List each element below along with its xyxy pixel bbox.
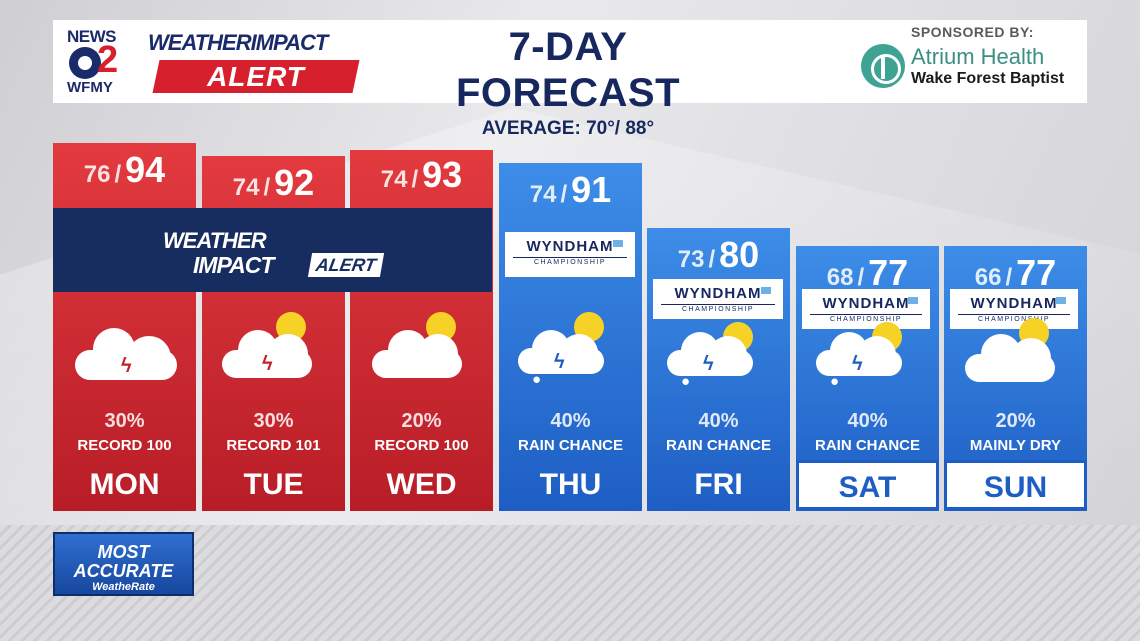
day-name: SUN — [944, 460, 1087, 510]
precip-chance: 40% — [847, 410, 888, 432]
day-name: WED — [386, 468, 457, 501]
partly-sunny-rain-storm-icon: ● ϟ — [816, 322, 916, 392]
temps-thu: 74/91 — [529, 169, 612, 210]
temps-fri: 73/80 — [677, 234, 760, 275]
cbs-eye-icon — [69, 47, 101, 79]
badge-line3: WeatheRate — [92, 581, 155, 593]
precip-chance: 20% — [401, 410, 442, 432]
wyndham-logo-thu: WYNDHAM CHAMPIONSHIP — [505, 232, 635, 277]
page-title: 7-DAY FORECAST — [456, 25, 680, 115]
partly-cloudy-icon — [372, 312, 472, 382]
sponsor-name: Atrium Health — [911, 44, 1045, 69]
station-number: 2 — [97, 39, 119, 81]
day-name: TUE — [243, 468, 304, 501]
precip-chance: 40% — [550, 410, 591, 432]
temps-wed: 74/93 — [380, 154, 463, 195]
day-note: RECORD 100 — [374, 437, 469, 454]
news2-logo: NEWS 2 WFMY — [67, 27, 129, 97]
atrium-tree-icon — [861, 44, 905, 88]
precip-chance: 40% — [698, 410, 739, 432]
temps-mon: 76/94 — [83, 149, 166, 190]
wyndham-logo-sun: WYNDHAM CHAMPIONSHIP — [950, 289, 1078, 329]
weather-impact-alert-logo: WEATHERIMPACT ALERT — [148, 30, 373, 96]
sponsor-label: SPONSORED BY: — [911, 24, 1034, 40]
banner-alert-text: ALERT — [307, 253, 384, 277]
station-call-letters: WFMY — [67, 79, 113, 96]
most-accurate-badge: MOST ACCURATE WeatheRate — [53, 532, 194, 596]
station-news-text: NEWS — [67, 27, 117, 46]
title-block: 7-DAY FORECAST AVERAGE: 70°/ 88° — [393, 24, 743, 140]
day-note: RAIN CHANCE — [666, 437, 771, 454]
thunderstorm-icon: ϟ — [75, 322, 177, 382]
day-column-mon: 76/94 — [53, 143, 196, 511]
temps-tue: 74/92 — [232, 162, 315, 203]
logo-alert-box: ALERT — [152, 60, 360, 93]
badge-line1: MOST — [97, 542, 150, 562]
precip-chance: 30% — [104, 410, 145, 432]
wyndham-logo-sat: WYNDHAM CHAMPIONSHIP — [802, 289, 930, 329]
day-note: RAIN CHANCE — [518, 437, 623, 454]
logo-alert-text: ALERT — [207, 61, 305, 92]
temps-sun: 66/77 — [974, 252, 1057, 293]
temps-sat: 68/77 — [826, 252, 909, 293]
wyndham-logo-fri: WYNDHAM CHAMPIONSHIP — [653, 279, 783, 319]
day-note: RECORD 101 — [226, 437, 321, 454]
logo-weather-impact-text: WEATHERIMPACT — [148, 30, 328, 55]
badge-line2: ACCURATE — [73, 561, 174, 581]
average-temps: AVERAGE: 70°/ 88° — [481, 118, 655, 139]
banner-impact-text: IMPACT — [193, 252, 274, 278]
partly-sunny-rain-storm-icon: ● ϟ — [518, 312, 618, 392]
partly-sunny-rain-storm-icon: ● ϟ — [667, 322, 767, 392]
precip-chance: 30% — [253, 410, 294, 432]
sponsor-subname: Wake Forest Baptist — [911, 70, 1065, 87]
weather-impact-alert-banner: WEATHER IMPACT ALERT — [53, 208, 492, 292]
banner-weather-text: WEATHER — [163, 228, 267, 253]
day-note: MAINLY DRY — [969, 437, 1062, 454]
day-name: THU — [539, 468, 602, 501]
day-note: RECORD 100 — [77, 437, 172, 454]
day-name: SAT — [796, 460, 939, 510]
day-name: MON — [89, 468, 160, 501]
partly-cloudy-icon — [965, 318, 1065, 388]
precip-chance: 20% — [995, 410, 1036, 432]
partly-sunny-thunderstorm-icon: ϟ — [222, 312, 322, 382]
sponsor-block: SPONSORED BY: Atrium Health Wake Forest … — [861, 24, 1087, 98]
day-name: FRI — [694, 468, 743, 501]
day-note: RAIN CHANCE — [815, 437, 920, 454]
header-bar: NEWS 2 WFMY WEATHERIMPACT ALERT 7-DAY FO… — [53, 20, 1087, 139]
